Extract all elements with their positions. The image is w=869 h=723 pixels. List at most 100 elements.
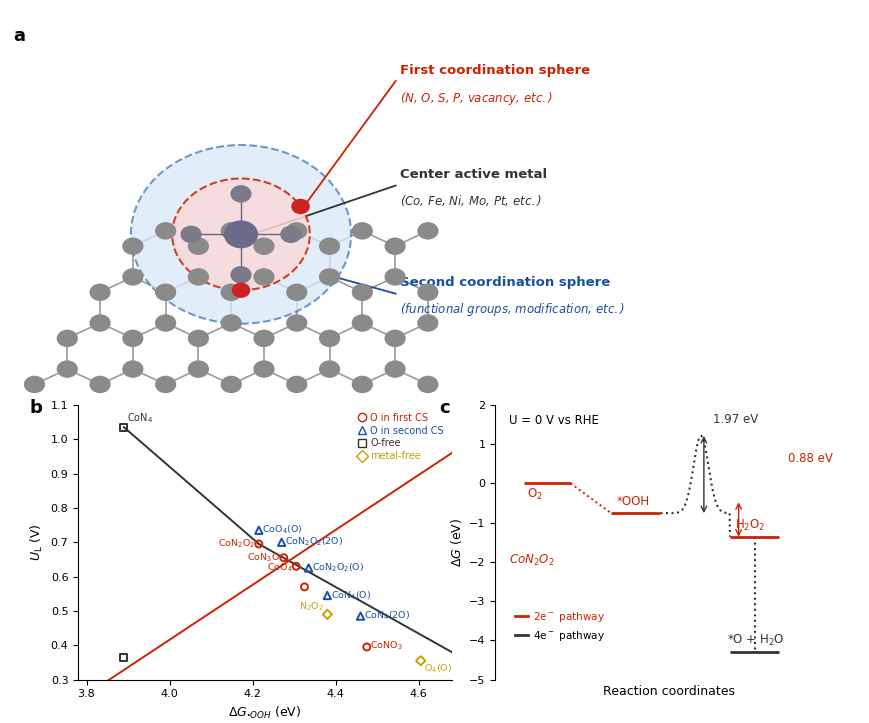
Circle shape [385,361,405,377]
Point [277,552,291,563]
Circle shape [189,269,209,285]
Circle shape [254,361,274,377]
Circle shape [189,238,209,254]
Circle shape [181,226,201,242]
Circle shape [123,330,143,346]
Text: CoN$_2$O$_2$(2O): CoN$_2$O$_2$(2O) [285,536,343,549]
Y-axis label: $\Delta G$ (eV): $\Delta G$ (eV) [448,518,463,567]
Point [354,610,368,622]
Circle shape [222,284,241,300]
Circle shape [287,284,307,300]
Text: CoN$_2$O$_2$(O): CoN$_2$O$_2$(O) [312,562,364,574]
Circle shape [24,377,44,393]
Circle shape [222,223,241,239]
Circle shape [57,361,77,377]
Circle shape [385,238,405,254]
Circle shape [320,330,340,346]
Circle shape [254,269,274,285]
Point [414,655,428,667]
Text: CoO$_4$: CoO$_4$ [267,562,293,574]
Text: c: c [440,399,450,417]
Text: First coordination sphere: First coordination sphere [400,64,590,77]
Point [360,641,374,653]
Point [321,590,335,602]
Text: CoNO$_3$: CoNO$_3$ [370,639,403,651]
Text: CoN$_2$O$_2$: CoN$_2$O$_2$ [509,553,555,568]
Text: U = 0 V vs RHE: U = 0 V vs RHE [509,414,599,427]
Text: *O + H$_2$O: *O + H$_2$O [727,633,785,649]
Y-axis label: $U_\mathrm{L}$ (V): $U_\mathrm{L}$ (V) [29,523,45,561]
Point [302,562,315,574]
Circle shape [156,284,176,300]
Text: CoN$_4$: CoN$_4$ [127,411,153,426]
Text: ($Co$, $Fe$, $Ni$, $Mo$, $Pt$, $etc.$): ($Co$, $Fe$, $Ni$, $Mo$, $Pt$, $etc.$) [400,193,542,208]
Text: Second coordination sphere: Second coordination sphere [400,275,610,288]
Text: N$_2$O$_2$: N$_2$O$_2$ [299,600,324,612]
Circle shape [90,284,110,300]
Circle shape [156,377,176,393]
Text: CoO$_4$(O): CoO$_4$(O) [262,524,302,536]
Circle shape [254,330,274,346]
Circle shape [287,377,307,393]
Circle shape [131,145,351,324]
Circle shape [254,238,274,254]
Text: H$_2$O$_2$: H$_2$O$_2$ [734,518,765,533]
Text: ($functional\ groups$, $modification$, $etc.$): ($functional\ groups$, $modification$, $… [400,301,625,318]
Circle shape [353,284,372,300]
Text: 1.97 eV: 1.97 eV [713,413,758,426]
Point [297,581,311,593]
Circle shape [123,361,143,377]
Circle shape [224,221,257,247]
Text: a: a [13,27,25,45]
Circle shape [353,315,372,331]
Circle shape [90,315,110,331]
Circle shape [292,200,309,213]
Point [117,651,131,663]
Legend: 2e$^-$ pathway, 4e$^-$ pathway: 2e$^-$ pathway, 4e$^-$ pathway [511,605,609,647]
Circle shape [418,377,438,393]
Circle shape [320,238,340,254]
Circle shape [222,315,241,331]
Circle shape [156,315,176,331]
Circle shape [281,226,301,242]
Circle shape [385,269,405,285]
Circle shape [57,330,77,346]
Text: 0.88 eV: 0.88 eV [788,452,833,465]
Text: O$_4$(O): O$_4$(O) [424,662,452,675]
Point [252,524,266,536]
Circle shape [418,315,438,331]
X-axis label: Reaction coordinates: Reaction coordinates [603,685,735,698]
Point [252,538,266,549]
Point [289,560,303,572]
Point [321,609,335,620]
Circle shape [353,377,372,393]
Text: O$_2$: O$_2$ [527,487,543,502]
Circle shape [123,269,143,285]
Circle shape [123,238,143,254]
Text: Center active metal: Center active metal [400,168,547,181]
Text: CoN$_4$(O): CoN$_4$(O) [330,589,371,602]
Point [117,422,131,433]
Circle shape [222,377,241,393]
Legend: O in first CS, O in second CS, O-free, metal-free: O in first CS, O in second CS, O-free, m… [354,410,447,464]
Circle shape [418,284,438,300]
Text: CoN$_3$O: CoN$_3$O [248,552,281,564]
Circle shape [90,377,110,393]
X-axis label: $\Delta G_{\mathbf{\cdot}OOH}$ (eV): $\Delta G_{\mathbf{\cdot}OOH}$ (eV) [229,705,302,721]
Circle shape [320,269,340,285]
Text: CoN$_4$(2O): CoN$_4$(2O) [364,609,410,623]
Circle shape [172,179,310,290]
Circle shape [189,330,209,346]
Circle shape [287,315,307,331]
Circle shape [320,361,340,377]
Text: ($N$, $O$, $S$, $P$, $vacancy$, $etc.$): ($N$, $O$, $S$, $P$, $vacancy$, $etc.$) [400,90,553,107]
Text: CoN$_2$O$_2$: CoN$_2$O$_2$ [218,538,255,550]
Circle shape [353,223,372,239]
Circle shape [287,223,307,239]
Circle shape [189,361,209,377]
Circle shape [156,223,176,239]
Circle shape [418,223,438,239]
Circle shape [232,283,249,297]
Circle shape [231,267,251,283]
Text: b: b [30,399,43,417]
